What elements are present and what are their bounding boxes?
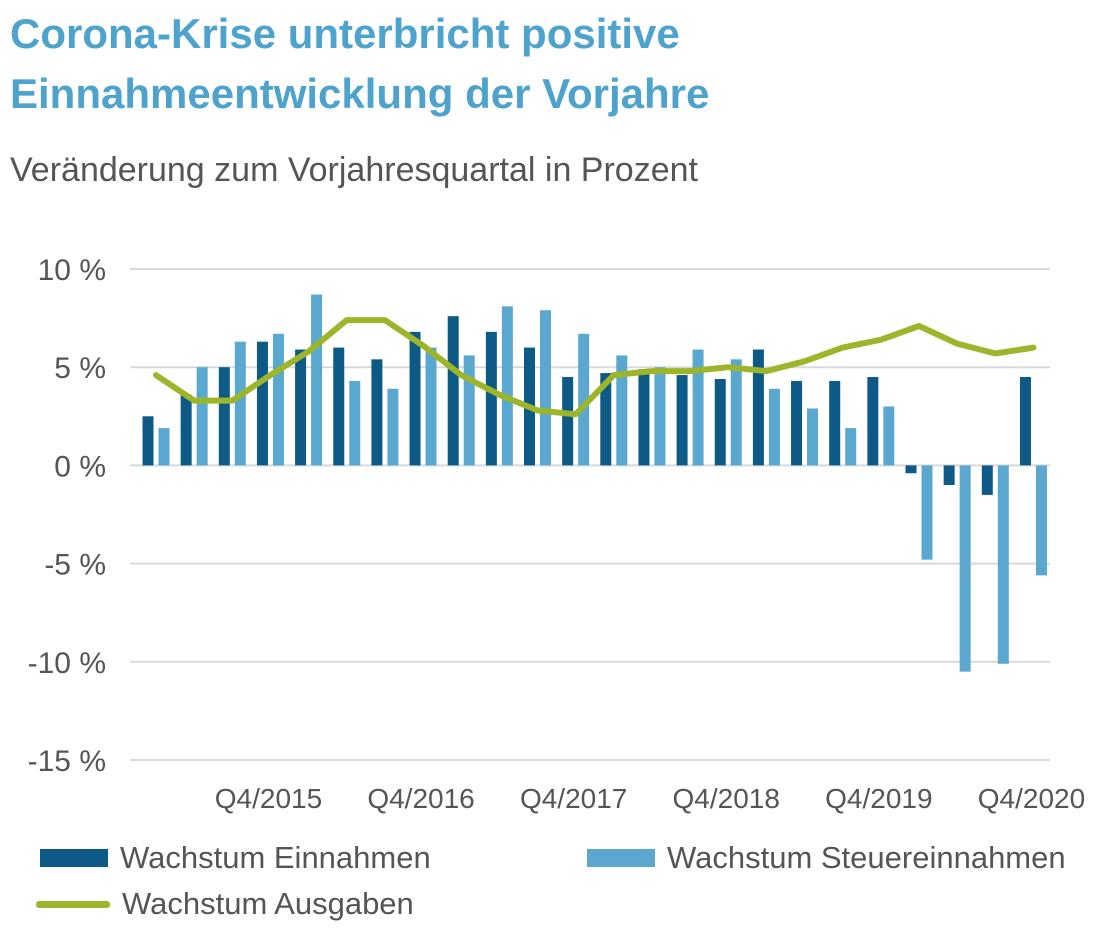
bar-1-Q4/2017 bbox=[578, 333, 590, 466]
legend-item-ausgaben: Wachstum Ausgaben bbox=[36, 886, 414, 922]
bar-0-Q4/2015 bbox=[256, 341, 268, 466]
bar-0-Q2/2019 bbox=[791, 380, 803, 466]
y-tick-label: -15 % bbox=[28, 745, 106, 778]
bar-1-Q1/2015 bbox=[158, 428, 170, 466]
x-tick-label: Q4/2017 bbox=[520, 783, 627, 814]
bar-1-Q4/2018 bbox=[730, 359, 742, 466]
line-ausgaben bbox=[153, 317, 1037, 418]
legend-swatch-einnahmen bbox=[40, 849, 108, 867]
legend-label-ausgaben: Wachstum Ausgaben bbox=[122, 886, 414, 921]
bar-0-Q1/2019 bbox=[752, 349, 764, 466]
bar-0-Q2/2020 bbox=[943, 465, 955, 486]
chart-subtitle: Veränderung zum Vorjahresquartal in Proz… bbox=[10, 151, 698, 189]
bar-1-Q3/2017 bbox=[540, 310, 551, 466]
legend-swatch-ausgaben bbox=[36, 900, 110, 908]
bar-1-Q3/2019 bbox=[845, 428, 857, 466]
line-series bbox=[153, 317, 1037, 418]
y-tick-label: -5 % bbox=[44, 549, 106, 582]
bar-1-Q1/2020 bbox=[921, 465, 933, 560]
bar-0-Q3/2015 bbox=[218, 367, 230, 466]
bar-0-Q3/2020 bbox=[981, 465, 993, 495]
bar-0-Q4/2018 bbox=[714, 378, 726, 466]
bar-1-Q2/2019 bbox=[807, 408, 819, 466]
bar-1-Q1/2018 bbox=[616, 355, 628, 466]
chart-plot: 10 %5 %0 %-5 %-10 %-15 % Q4/2015 Q4/2016 Q… bbox=[28, 254, 1086, 814]
chart-title-line-1: Corona-Krise unterbricht positive bbox=[10, 10, 680, 57]
bar-0-Q2/2015 bbox=[180, 394, 192, 466]
bar-1-Q1/2017 bbox=[463, 355, 475, 466]
bar-1-Q2/2017 bbox=[501, 306, 513, 466]
bar-0-Q4/2016 bbox=[409, 331, 421, 466]
bar-1-Q3/2016 bbox=[387, 388, 399, 466]
legend-swatch-steuereinnahmen bbox=[587, 849, 655, 867]
legend-label-steuereinnahmen: Wachstum Steuereinnahmen bbox=[667, 840, 1066, 875]
legend: Wachstum Einnahmen Wachstum Steuereinnah… bbox=[0, 830, 1106, 930]
bar-0-Q1/2018 bbox=[600, 373, 612, 466]
bar-1-Q3/2015 bbox=[234, 341, 246, 466]
bar-1-Q1/2019 bbox=[768, 388, 780, 466]
bar-1-Q1/2016 bbox=[311, 294, 323, 466]
bar-0-Q1/2016 bbox=[295, 349, 307, 466]
bar-0-Q3/2019 bbox=[829, 380, 841, 466]
bar-1-Q2/2020 bbox=[959, 465, 971, 672]
x-tick-label: Q4/2020 bbox=[978, 783, 1085, 814]
bar-0-Q2/2017 bbox=[485, 331, 497, 466]
x-tick-label: Q4/2018 bbox=[673, 783, 780, 814]
legend-label-einnahmen: Wachstum Einnahmen bbox=[120, 840, 431, 875]
legend-item-steuereinnahmen: Wachstum Steuereinnahmen bbox=[587, 840, 1066, 876]
x-tick-label: Q4/2019 bbox=[825, 783, 932, 814]
y-axis-ticks: 10 % 5 % 0 % -5 % -10 % -15 % bbox=[28, 254, 106, 778]
gridlines bbox=[130, 268, 1050, 761]
bar-1-Q2/2015 bbox=[196, 367, 208, 466]
bar-1-Q2/2016 bbox=[349, 380, 361, 466]
bar-0-Q3/2018 bbox=[676, 375, 688, 466]
bar-0-Q4/2019 bbox=[867, 377, 879, 466]
bar-1-Q4/2020 bbox=[1035, 465, 1047, 576]
legend-item-einnahmen: Wachstum Einnahmen bbox=[40, 840, 431, 876]
bar-0-Q3/2016 bbox=[371, 359, 383, 466]
chart-title-line-2: Einnahmeentwicklung der Vorjahre bbox=[10, 70, 710, 117]
x-axis-ticks: Q4/2015 Q4/2016 Q4/2017 Q4/2018 Q4/2019 Q4/20… bbox=[215, 783, 1085, 814]
bar-1-Q3/2020 bbox=[997, 465, 1009, 664]
bar-0-Q1/2015 bbox=[142, 416, 154, 466]
bar-1-Q2/2018 bbox=[654, 367, 666, 466]
bar-1-Q3/2018 bbox=[692, 349, 704, 466]
x-tick-label: Q4/2015 bbox=[215, 783, 322, 814]
y-tick-label: -10 % bbox=[28, 647, 106, 680]
bar-0-Q1/2020 bbox=[905, 465, 917, 474]
bar-0-Q2/2016 bbox=[333, 347, 345, 466]
bar-0-Q4/2020 bbox=[1019, 377, 1031, 466]
bars bbox=[142, 294, 1047, 672]
bar-0-Q4/2017 bbox=[562, 377, 574, 466]
bar-1-Q4/2015 bbox=[272, 333, 284, 466]
y-tick-label: 0 % bbox=[54, 450, 106, 483]
bar-0-Q1/2017 bbox=[447, 316, 459, 466]
y-tick-label: 5 % bbox=[54, 352, 106, 385]
x-tick-label: Q4/2016 bbox=[367, 783, 474, 814]
bar-1-Q4/2019 bbox=[883, 406, 895, 466]
chart-title: Corona-Krise unterbricht positive Einnah… bbox=[10, 4, 1090, 124]
bar-0-Q2/2018 bbox=[638, 369, 650, 466]
bar-1-Q4/2016 bbox=[425, 347, 437, 466]
y-tick-label: 10 % bbox=[38, 254, 106, 287]
